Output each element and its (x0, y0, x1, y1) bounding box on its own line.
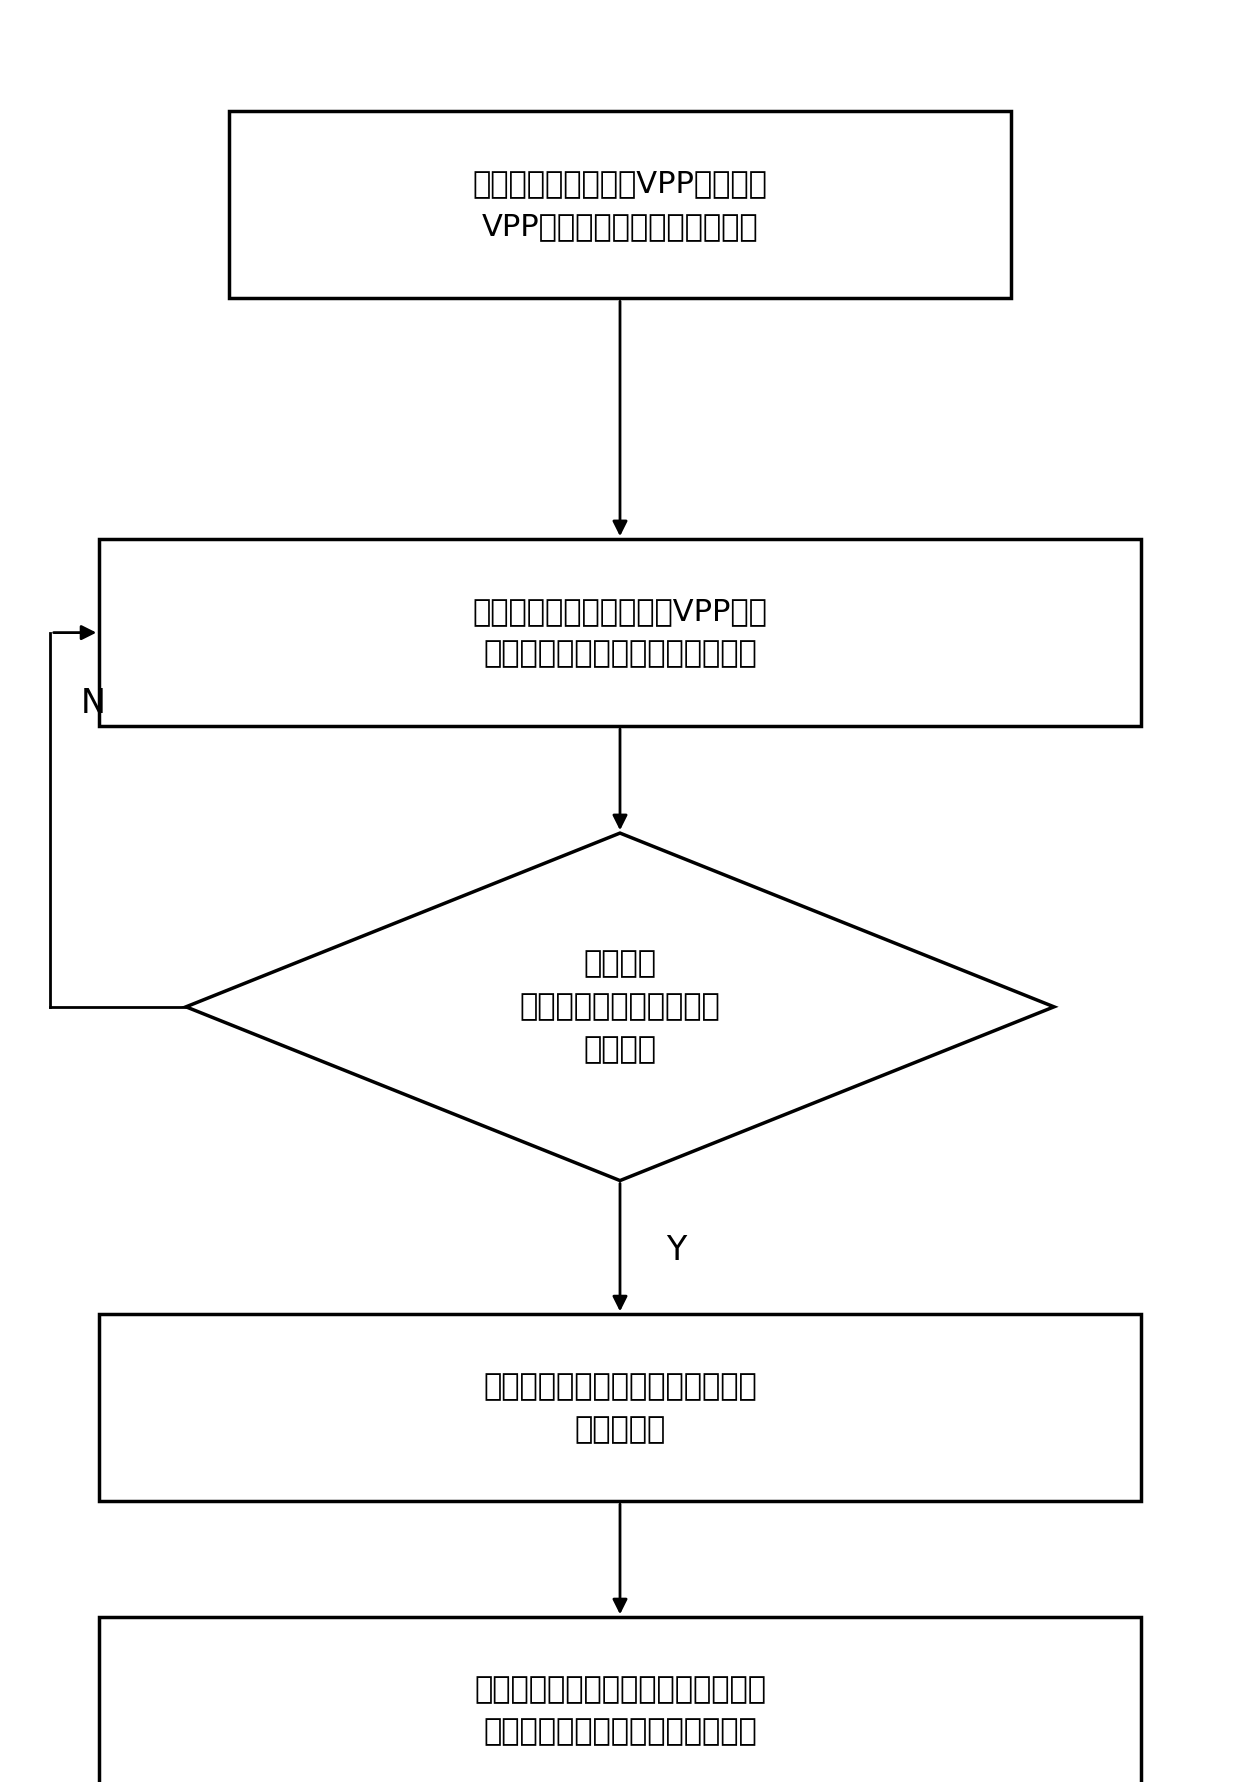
Bar (99, 538, 1141, 727)
Text: N: N (81, 688, 105, 720)
Text: Y: Y (666, 1235, 686, 1267)
Text: 控制器将对应盘位的硬盘点灯信息
发送给背板: 控制器将对应盘位的硬盘点灯信息 发送给背板 (484, 1372, 756, 1443)
Bar (99, 1618, 1141, 1782)
Text: 背板解析
的地址与控制器发出地址
是否相同: 背板解析 的地址与控制器发出地址 是否相同 (520, 950, 720, 1064)
Text: 控制器向背板端循环发送VPP地址
信息，背板端接收并解析地址信息: 控制器向背板端循环发送VPP地址 信息，背板端接收并解析地址信息 (472, 597, 768, 668)
Polygon shape (186, 834, 1054, 1180)
Bar (229, 110, 1011, 298)
Text: 在主板控制器上接出VPP信号线，
VPP信号线的另一端连接至背板: 在主板控制器上接出VPP信号线， VPP信号线的另一端连接至背板 (472, 169, 768, 241)
Bar (99, 1313, 1141, 1500)
Text: 背板点亮对应端口的背板灯，并将监
控到的硬盘在位信息上传至控制器: 背板点亮对应端口的背板灯，并将监 控到的硬盘在位信息上传至控制器 (474, 1675, 766, 1746)
